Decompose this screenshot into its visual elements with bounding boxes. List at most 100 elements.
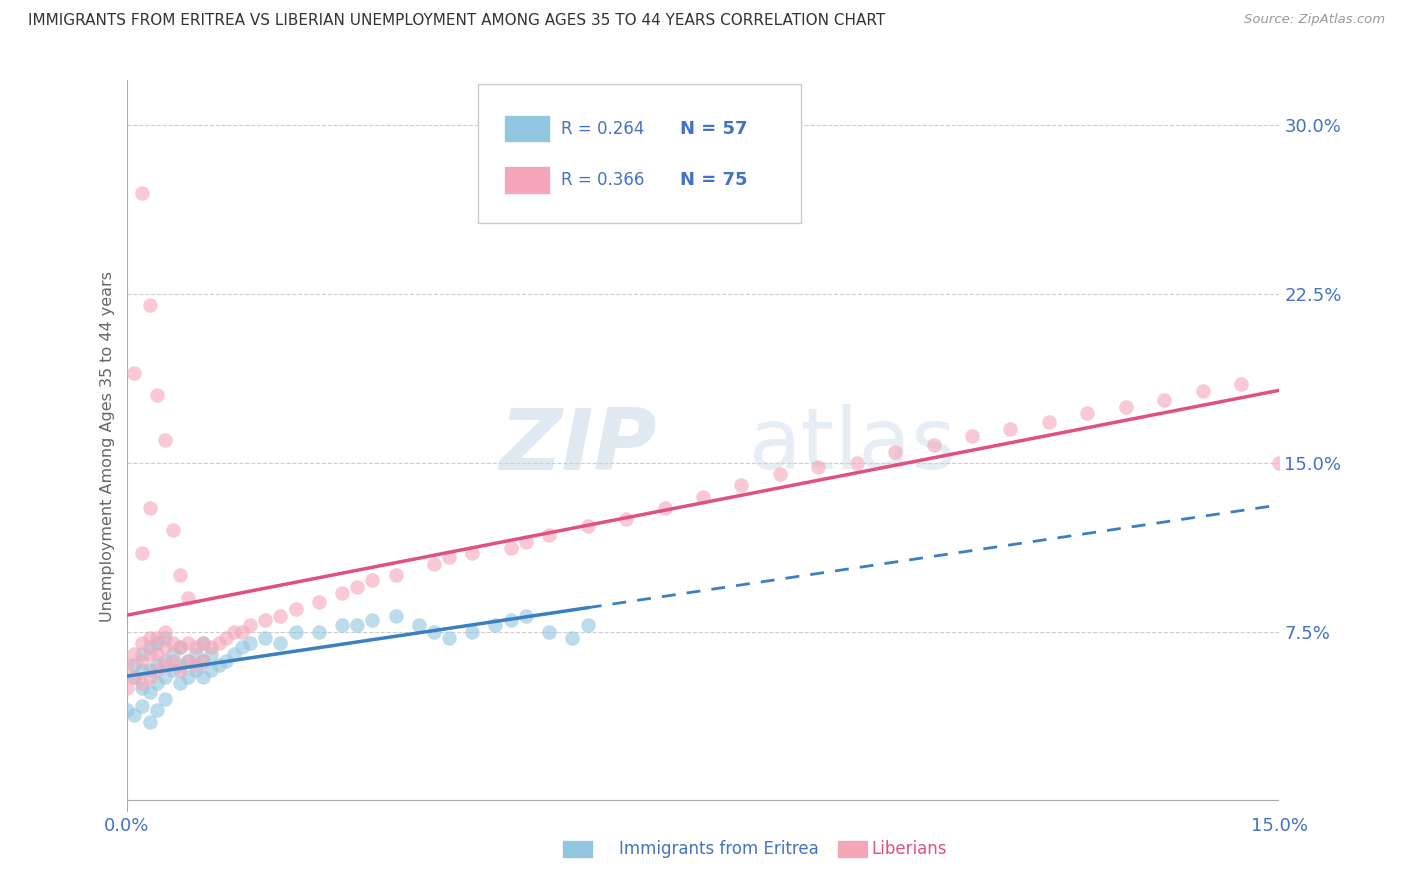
Point <box>845 456 868 470</box>
Point <box>115 681 138 695</box>
Point <box>769 467 792 482</box>
Text: ZIP: ZIP <box>499 404 657 488</box>
Point <box>208 636 231 650</box>
Point <box>269 636 291 650</box>
Point <box>177 654 200 668</box>
Point <box>238 636 260 650</box>
Point <box>253 632 276 646</box>
Point <box>193 636 215 650</box>
Point <box>484 618 506 632</box>
FancyBboxPatch shape <box>478 84 801 223</box>
Point <box>361 614 384 628</box>
Point <box>200 663 222 677</box>
Point <box>561 632 583 646</box>
Point <box>184 640 207 655</box>
Point <box>131 636 153 650</box>
Point <box>1191 384 1213 398</box>
Point <box>1268 456 1291 470</box>
Point <box>1115 400 1137 414</box>
Point <box>538 528 561 542</box>
Point <box>122 366 145 380</box>
Point <box>308 595 330 609</box>
Point <box>146 703 169 717</box>
Point <box>439 550 461 565</box>
Point <box>208 658 231 673</box>
Point <box>138 647 160 661</box>
Point <box>884 444 907 458</box>
Point <box>200 640 222 655</box>
Point <box>138 670 160 684</box>
Point <box>153 654 176 668</box>
Point <box>184 647 207 661</box>
Point <box>153 624 176 639</box>
Bar <box>503 115 550 143</box>
Point <box>138 685 160 699</box>
Point <box>284 602 307 616</box>
Bar <box>503 166 550 194</box>
Point <box>184 658 207 673</box>
Point <box>138 632 160 646</box>
Point <box>122 647 145 661</box>
Point <box>146 636 169 650</box>
Text: N = 75: N = 75 <box>681 170 748 189</box>
Point <box>1076 406 1098 420</box>
Text: Liberians: Liberians <box>872 840 948 858</box>
Point <box>461 624 484 639</box>
Point <box>346 580 368 594</box>
Point <box>131 546 153 560</box>
Point <box>131 681 153 695</box>
Point <box>169 663 191 677</box>
Point <box>423 557 446 571</box>
Text: IMMIGRANTS FROM ERITREA VS LIBERIAN UNEMPLOYMENT AMONG AGES 35 TO 44 YEARS CORRE: IMMIGRANTS FROM ERITREA VS LIBERIAN UNEM… <box>28 13 886 29</box>
Point <box>193 654 215 668</box>
Point <box>439 632 461 646</box>
Point <box>515 534 537 549</box>
Point <box>153 670 176 684</box>
Text: R = 0.264: R = 0.264 <box>561 120 644 137</box>
Point <box>231 640 253 655</box>
Point <box>162 654 184 668</box>
Point <box>576 618 599 632</box>
Text: R = 0.366: R = 0.366 <box>561 170 644 189</box>
Point <box>162 636 184 650</box>
Point <box>515 608 537 623</box>
Point <box>153 640 176 655</box>
Point <box>146 658 169 673</box>
Point <box>231 624 253 639</box>
Point <box>538 624 561 639</box>
Point <box>131 647 153 661</box>
Point <box>146 663 169 677</box>
Point <box>138 714 160 729</box>
Point <box>499 614 522 628</box>
Point <box>138 500 160 515</box>
Point <box>384 568 406 582</box>
Point <box>131 654 153 668</box>
Point <box>146 647 169 661</box>
Point <box>122 670 145 684</box>
Point <box>1038 416 1060 430</box>
Point <box>1153 392 1175 407</box>
Point <box>138 298 160 312</box>
Point <box>1230 377 1253 392</box>
Point <box>960 429 983 443</box>
Point <box>308 624 330 639</box>
Point <box>122 658 145 673</box>
Point <box>193 670 215 684</box>
Point <box>193 654 215 668</box>
Text: Source: ZipAtlas.com: Source: ZipAtlas.com <box>1244 13 1385 27</box>
Point <box>153 658 176 673</box>
Point <box>1000 422 1022 436</box>
Point <box>408 618 430 632</box>
Point <box>146 388 169 402</box>
Point <box>131 676 153 690</box>
Point <box>169 658 191 673</box>
Point <box>384 608 406 623</box>
Point <box>131 663 153 677</box>
Point <box>499 541 522 556</box>
Point <box>169 640 191 655</box>
Point <box>153 434 176 448</box>
Point <box>330 618 353 632</box>
Point <box>692 490 714 504</box>
Point <box>169 640 191 655</box>
Point <box>184 663 207 677</box>
